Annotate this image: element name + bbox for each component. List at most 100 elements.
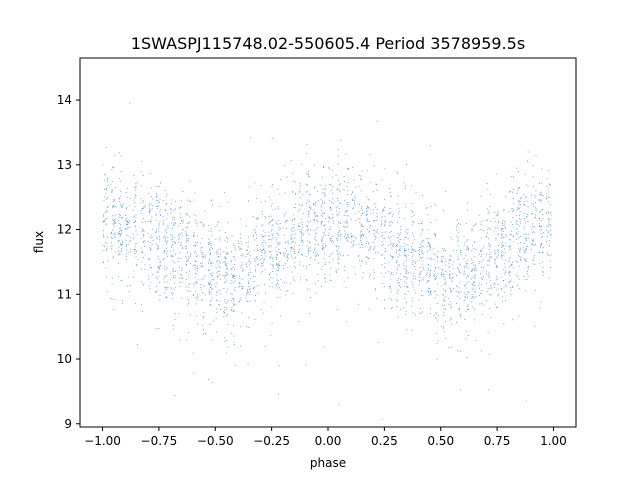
data-point bbox=[264, 268, 266, 270]
data-point bbox=[355, 186, 357, 188]
data-point bbox=[177, 257, 179, 259]
data-point bbox=[411, 305, 413, 307]
data-point bbox=[162, 224, 164, 226]
data-point bbox=[275, 247, 277, 248]
data-point bbox=[443, 273, 445, 275]
data-point bbox=[389, 231, 391, 233]
data-point bbox=[525, 237, 527, 239]
data-point bbox=[210, 282, 211, 284]
data-point bbox=[324, 195, 326, 197]
data-point bbox=[418, 284, 420, 286]
data-point bbox=[466, 282, 468, 284]
data-point bbox=[143, 231, 145, 233]
data-point bbox=[203, 329, 205, 331]
data-point bbox=[293, 224, 295, 226]
data-point bbox=[376, 189, 378, 191]
data-point bbox=[429, 244, 431, 246]
data-point bbox=[245, 263, 247, 265]
data-point bbox=[457, 266, 459, 268]
data-point bbox=[471, 284, 473, 286]
data-point bbox=[540, 194, 542, 196]
data-point bbox=[323, 234, 325, 236]
data-point bbox=[129, 285, 131, 286]
data-point bbox=[143, 268, 145, 270]
data-point bbox=[468, 291, 470, 293]
data-point bbox=[135, 242, 137, 244]
data-point bbox=[291, 257, 293, 259]
data-point bbox=[117, 219, 119, 221]
data-point bbox=[490, 294, 492, 296]
data-point bbox=[359, 265, 361, 267]
data-point bbox=[388, 187, 390, 189]
data-point bbox=[451, 264, 453, 266]
data-point bbox=[445, 281, 447, 283]
data-point bbox=[141, 208, 143, 209]
data-point bbox=[488, 248, 490, 250]
data-point bbox=[403, 262, 405, 264]
data-point bbox=[237, 246, 239, 248]
data-point bbox=[450, 288, 452, 290]
data-point bbox=[107, 236, 108, 238]
data-point bbox=[189, 314, 191, 316]
data-point bbox=[292, 241, 294, 243]
data-point bbox=[142, 175, 144, 176]
data-point bbox=[254, 232, 256, 234]
data-point bbox=[196, 225, 198, 227]
data-point bbox=[316, 190, 318, 192]
data-point bbox=[351, 235, 353, 237]
data-point bbox=[422, 253, 424, 255]
data-point bbox=[179, 266, 180, 268]
data-point bbox=[389, 222, 391, 223]
data-point bbox=[277, 223, 279, 225]
data-point bbox=[367, 206, 368, 207]
data-point bbox=[149, 287, 151, 289]
data-point bbox=[143, 236, 145, 238]
data-point bbox=[322, 245, 324, 246]
data-point bbox=[112, 207, 113, 209]
data-point bbox=[120, 245, 122, 247]
data-point bbox=[126, 235, 128, 237]
data-point bbox=[471, 269, 473, 271]
data-point bbox=[392, 214, 394, 215]
data-point bbox=[443, 315, 445, 316]
data-point bbox=[317, 221, 319, 223]
data-point bbox=[459, 389, 461, 391]
data-point bbox=[380, 272, 382, 274]
data-point bbox=[323, 231, 325, 233]
data-point bbox=[321, 241, 323, 243]
data-point bbox=[193, 199, 195, 201]
data-point bbox=[240, 299, 242, 301]
data-point bbox=[187, 290, 189, 292]
data-point bbox=[339, 208, 340, 210]
data-point bbox=[141, 160, 143, 162]
data-point bbox=[227, 241, 228, 243]
data-point bbox=[373, 269, 375, 271]
data-point bbox=[400, 273, 402, 275]
data-point bbox=[543, 232, 545, 233]
data-point bbox=[165, 239, 166, 241]
data-point bbox=[135, 217, 137, 219]
data-point bbox=[186, 234, 187, 236]
data-point bbox=[149, 264, 151, 266]
data-point bbox=[122, 300, 124, 302]
data-point bbox=[193, 283, 195, 285]
data-point bbox=[415, 314, 417, 316]
data-point bbox=[427, 257, 429, 259]
data-point bbox=[268, 251, 270, 253]
data-point bbox=[369, 273, 371, 275]
data-point bbox=[174, 313, 176, 315]
data-point bbox=[200, 284, 202, 285]
data-point bbox=[494, 227, 496, 229]
data-point bbox=[412, 242, 413, 244]
data-point bbox=[162, 220, 164, 222]
data-point bbox=[112, 257, 114, 259]
data-point bbox=[502, 295, 503, 297]
data-point bbox=[419, 254, 421, 256]
data-point bbox=[523, 234, 525, 235]
data-point bbox=[279, 296, 281, 298]
data-point bbox=[219, 262, 221, 264]
data-point bbox=[193, 372, 195, 374]
data-point bbox=[330, 267, 332, 269]
data-point bbox=[233, 298, 235, 300]
data-point bbox=[230, 300, 232, 302]
